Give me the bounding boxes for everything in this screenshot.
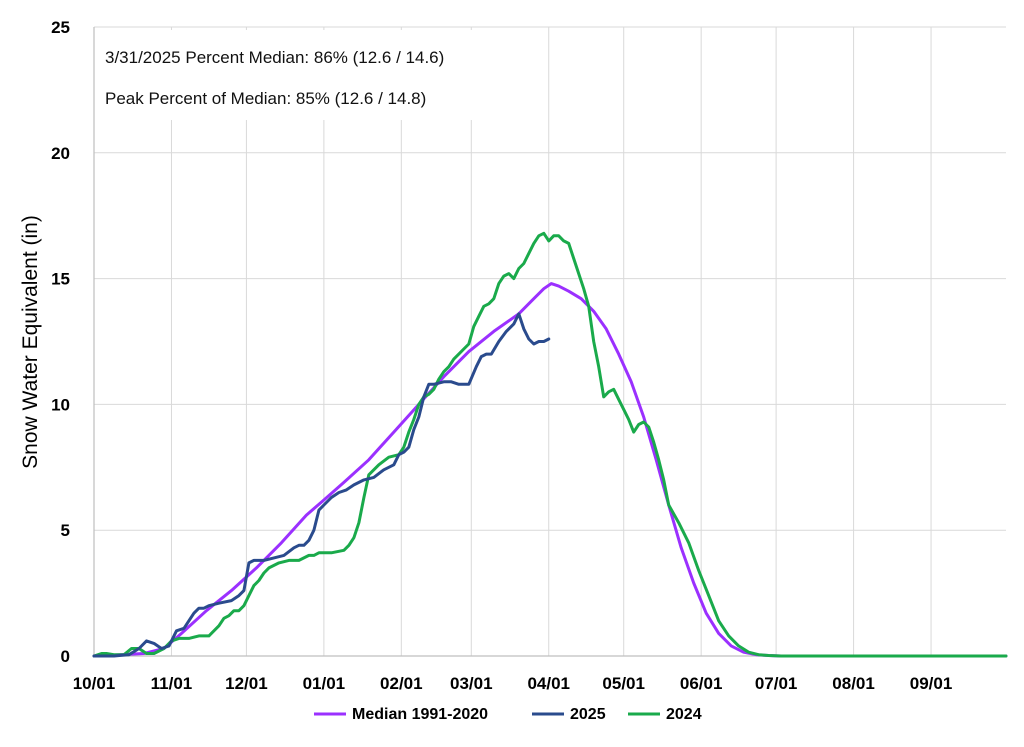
legend-label-2024: 2024 bbox=[666, 706, 702, 723]
series-lines bbox=[92, 231, 1008, 658]
grid-lines bbox=[94, 26, 1006, 656]
x-tick-label: 03/01 bbox=[450, 674, 493, 693]
x-tick-label: 05/01 bbox=[602, 674, 645, 693]
y-tick-label: 5 bbox=[61, 521, 70, 540]
x-tick-label: 01/01 bbox=[303, 674, 346, 693]
x-tick-label: 04/01 bbox=[527, 674, 570, 693]
axes bbox=[93, 27, 1006, 657]
annotation-box bbox=[96, 30, 536, 120]
annotation-peak-percent: Peak Percent of Median: 85% (12.6 / 14.8… bbox=[105, 89, 426, 108]
y-tick-label: 10 bbox=[51, 395, 70, 414]
y-tick-label: 20 bbox=[51, 144, 70, 163]
x-tick-label: 10/01 bbox=[73, 674, 116, 693]
y-axis-title: Snow Water Equivalent (in) bbox=[19, 215, 42, 469]
x-tick-label: 06/01 bbox=[680, 674, 723, 693]
legend-label-median-1991-2020: Median 1991-2020 bbox=[352, 706, 488, 723]
tick-labels: 0 5 10 15 20 25 10/01 11/01 12/01 01/01 02/01 03/01… bbox=[51, 18, 952, 693]
y-tick-label: 25 bbox=[51, 18, 70, 37]
y-tick-label: 0 bbox=[61, 647, 70, 666]
x-tick-label: 12/01 bbox=[225, 674, 268, 693]
y-tick-label: 15 bbox=[51, 270, 70, 289]
x-tick-label: 08/01 bbox=[832, 674, 875, 693]
x-tick-label: 09/01 bbox=[910, 674, 953, 693]
annotation-percent-median: 3/31/2025 Percent Median: 86% (12.6 / 14… bbox=[105, 48, 444, 67]
series-line-2025 bbox=[92, 312, 551, 658]
legend: Median 1991-2020 2025 2024 bbox=[314, 706, 702, 723]
x-tick-label: 11/01 bbox=[151, 674, 193, 693]
x-tick-label: 07/01 bbox=[755, 674, 798, 693]
series-line-2024 bbox=[92, 231, 1008, 658]
legend-label-2025: 2025 bbox=[570, 706, 606, 723]
x-tick-label: 02/01 bbox=[380, 674, 423, 693]
